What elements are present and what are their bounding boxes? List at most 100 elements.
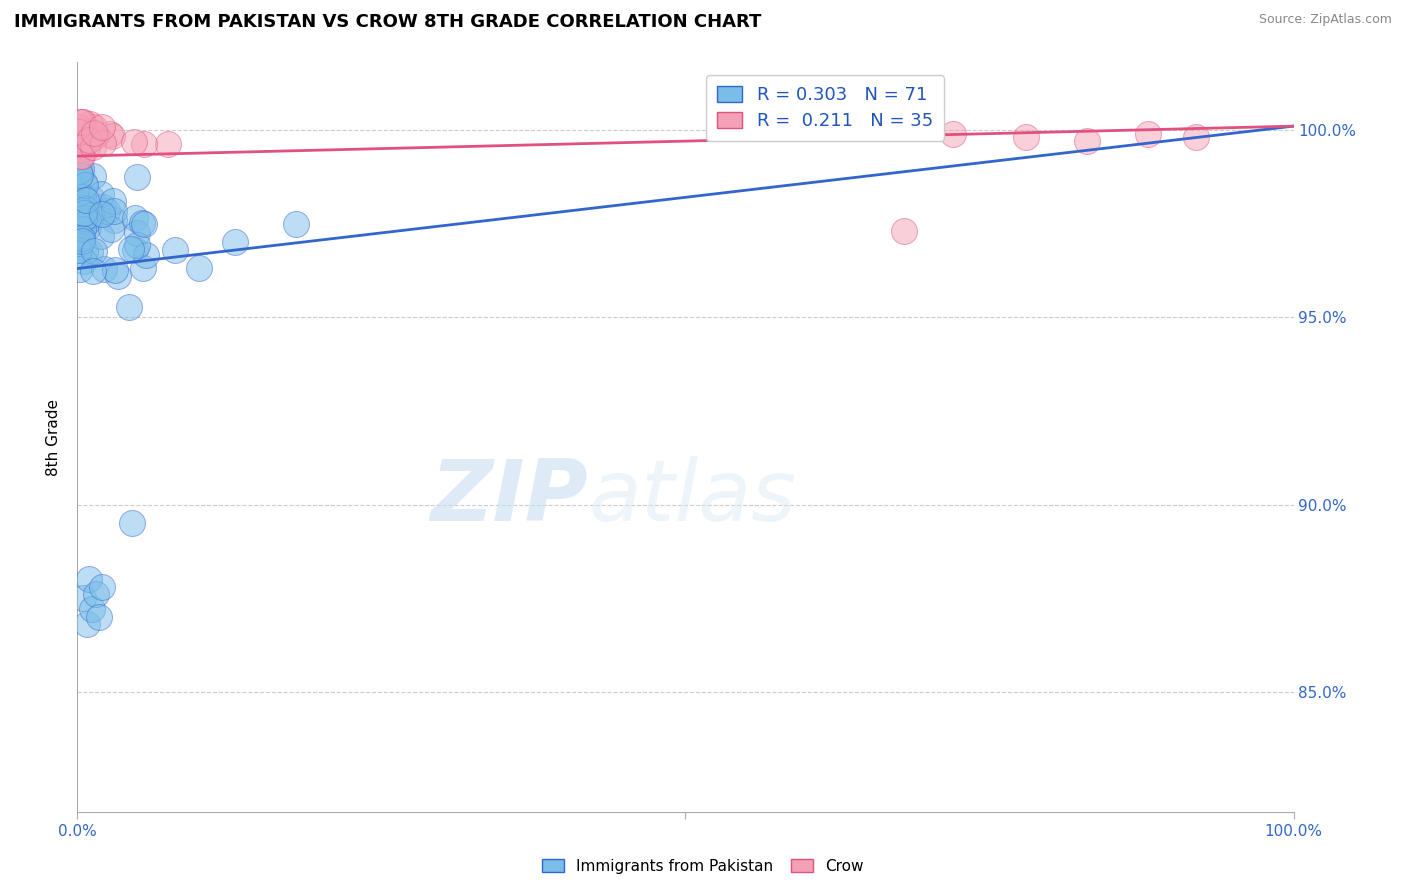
Point — [117, 300, 139, 314]
Point — [76, 617, 98, 632]
Point — [124, 243, 146, 257]
Point — [73, 178, 96, 192]
Point — [67, 243, 90, 257]
Point — [107, 269, 129, 284]
Point — [77, 214, 100, 228]
Point — [90, 580, 112, 594]
Point — [98, 127, 121, 141]
Point — [72, 190, 94, 204]
Point — [224, 235, 246, 250]
Point — [90, 207, 112, 221]
Point — [82, 169, 104, 183]
Point — [69, 133, 91, 147]
Point — [75, 123, 97, 137]
Point — [93, 262, 115, 277]
Point — [104, 263, 127, 277]
Point — [72, 115, 94, 129]
Point — [125, 226, 148, 240]
Point — [80, 192, 103, 206]
Point — [67, 163, 90, 178]
Point — [942, 127, 965, 141]
Point — [124, 211, 146, 225]
Point — [69, 162, 91, 177]
Point — [69, 220, 91, 235]
Point — [70, 149, 93, 163]
Point — [134, 217, 156, 231]
Point — [69, 262, 91, 277]
Point — [103, 203, 125, 218]
Point — [90, 187, 112, 202]
Point — [100, 221, 122, 235]
Point — [83, 126, 105, 140]
Point — [80, 124, 103, 138]
Point — [134, 136, 156, 151]
Point — [156, 136, 179, 151]
Point — [75, 193, 97, 207]
Point — [163, 243, 186, 257]
Point — [285, 217, 308, 231]
Point — [82, 264, 104, 278]
Point — [83, 244, 105, 259]
Point — [188, 261, 211, 276]
Point — [1015, 130, 1038, 145]
Point — [75, 202, 97, 216]
Point — [103, 194, 125, 209]
Point — [69, 213, 91, 227]
Point — [101, 128, 124, 143]
Point — [70, 230, 93, 244]
Point — [72, 591, 94, 606]
Legend: Immigrants from Pakistan, Crow: Immigrants from Pakistan, Crow — [536, 853, 870, 880]
Point — [69, 168, 91, 182]
Point — [91, 136, 114, 151]
Point — [69, 115, 91, 129]
Point — [125, 238, 148, 252]
Point — [80, 130, 103, 145]
Point — [70, 217, 93, 231]
Point — [70, 235, 93, 249]
Point — [84, 587, 107, 601]
Point — [67, 169, 90, 184]
Point — [83, 120, 105, 134]
Point — [73, 244, 96, 259]
Point — [77, 219, 100, 234]
Point — [79, 245, 101, 260]
Point — [79, 573, 101, 587]
Point — [135, 248, 157, 262]
Point — [1136, 127, 1159, 141]
Point — [67, 194, 90, 209]
Point — [82, 140, 104, 154]
Point — [93, 201, 115, 215]
Point — [77, 133, 100, 147]
Text: atlas: atlas — [588, 456, 796, 539]
Point — [131, 216, 153, 230]
Point — [72, 206, 94, 220]
Point — [73, 175, 96, 189]
Point — [90, 228, 112, 243]
Point — [72, 222, 94, 236]
Point — [1076, 134, 1098, 148]
Point — [121, 516, 143, 531]
Point — [72, 189, 94, 203]
Text: Source: ZipAtlas.com: Source: ZipAtlas.com — [1258, 13, 1392, 27]
Point — [80, 208, 103, 222]
Point — [91, 120, 114, 135]
Point — [67, 234, 90, 248]
Point — [80, 602, 103, 616]
Point — [67, 132, 90, 146]
Point — [132, 260, 155, 275]
Y-axis label: 8th Grade: 8th Grade — [46, 399, 62, 475]
Point — [73, 254, 96, 268]
Point — [120, 242, 142, 256]
Point — [76, 141, 98, 155]
Point — [89, 610, 111, 624]
Point — [125, 170, 148, 185]
Text: IMMIGRANTS FROM PAKISTAN VS CROW 8TH GRADE CORRELATION CHART: IMMIGRANTS FROM PAKISTAN VS CROW 8TH GRA… — [14, 13, 762, 31]
Point — [1185, 130, 1208, 145]
Point — [122, 135, 145, 149]
Point — [67, 120, 90, 134]
Point — [67, 125, 90, 139]
Point — [73, 211, 96, 225]
Legend: R = 0.303   N = 71, R =  0.211   N = 35: R = 0.303 N = 71, R = 0.211 N = 35 — [706, 75, 943, 141]
Point — [75, 202, 97, 216]
Point — [69, 143, 91, 157]
